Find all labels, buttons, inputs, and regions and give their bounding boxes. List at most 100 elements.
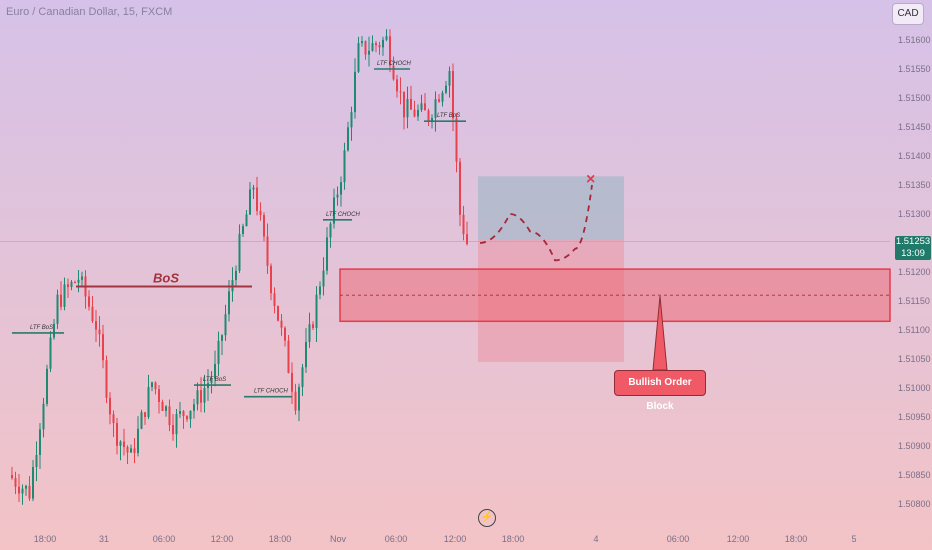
order-block-zone: [339, 268, 891, 323]
candle-body: [182, 411, 185, 417]
y-tick-label: 1.51300: [898, 209, 931, 219]
projection-path: ×: [479, 171, 595, 262]
candle-body: [420, 103, 423, 110]
candle-body: [364, 41, 367, 55]
currency-button[interactable]: CAD: [892, 3, 924, 25]
ltf-bos-mid-label: LTF BoS: [203, 377, 226, 383]
candle-body: [46, 368, 48, 404]
ltf-bos-left-label: LTF BoS: [30, 325, 53, 331]
y-tick-label: 1.50800: [898, 499, 931, 509]
candle-body: [462, 214, 465, 235]
zones: [339, 176, 891, 371]
candle-body: [259, 210, 262, 215]
y-tick-label: 1.50850: [898, 470, 931, 480]
candle-body: [217, 340, 220, 364]
candle-body: [319, 286, 321, 295]
candle-body: [252, 187, 255, 190]
candle-body: [112, 414, 115, 424]
candle-body: [417, 109, 419, 117]
candle-body: [165, 406, 167, 411]
candle-body: [147, 387, 150, 418]
y-tick-label: 1.51350: [898, 180, 931, 190]
candle-body: [179, 411, 181, 414]
y-tick-label: 1.51500: [898, 93, 931, 103]
candle-body: [186, 416, 188, 420]
current-price: 1.51253: [895, 236, 931, 247]
candle-body: [189, 410, 192, 420]
candle-body: [301, 367, 304, 387]
x-tick-label: 06:00: [667, 534, 690, 544]
candle-body: [459, 161, 461, 215]
y-tick-label: 1.51200: [898, 267, 931, 277]
candle-body: [56, 294, 59, 324]
candle-body: [88, 296, 90, 307]
candle-body: [466, 234, 468, 244]
candle-body: [371, 43, 374, 51]
candle-body: [63, 284, 66, 307]
ltf-choch-low-label: LTF CHOCH: [254, 389, 288, 395]
y-tick-label: 1.51550: [898, 64, 931, 74]
x-tick-label: 4: [593, 534, 598, 544]
x-tick-label: 12:00: [727, 534, 750, 544]
candle-body: [95, 321, 97, 330]
candle-body: [375, 43, 377, 46]
candle-body: [126, 447, 129, 453]
candle-body: [287, 340, 290, 373]
candle-body: [123, 441, 125, 448]
candle-body: [21, 488, 24, 494]
chart-title: Euro / Canadian Dollar, 15, FXCM: [6, 6, 173, 18]
candle-body: [200, 390, 202, 403]
candle-body: [322, 270, 325, 287]
candle-body: [210, 378, 213, 384]
ltf-choch-top-label: LTF CHOCH: [377, 61, 411, 67]
candle-body: [175, 413, 178, 435]
candle-body: [399, 91, 402, 93]
candle-body: [427, 110, 430, 122]
candle-body: [347, 127, 349, 151]
candle-body: [133, 448, 136, 454]
candle-body: [224, 314, 227, 336]
candle-body: [438, 99, 440, 102]
candle-body: [350, 112, 353, 128]
candle-body: [343, 150, 346, 183]
candle-body: [137, 428, 139, 454]
candle-body: [28, 485, 31, 499]
candle-body: [354, 71, 356, 113]
candle-body: [333, 197, 335, 224]
candle-body: [42, 403, 45, 430]
candle-body: [434, 99, 437, 118]
candle-body: [81, 276, 83, 280]
candle-body: [11, 475, 13, 479]
y-tick-label: 1.51150: [898, 296, 930, 306]
lightning-icon[interactable]: ⚡: [478, 509, 496, 527]
ltf-choch-mid-label: LTF CHOCH: [326, 212, 360, 218]
candles: [11, 29, 468, 505]
candle-body: [158, 389, 160, 402]
candle-body: [455, 118, 458, 162]
x-tick-label: 18:00: [269, 534, 292, 544]
y-tick-label: 1.51000: [898, 383, 931, 393]
candle-body: [221, 335, 223, 341]
candle-body: [172, 425, 174, 435]
y-tick-label: 1.50900: [898, 441, 931, 451]
candle-body: [312, 324, 314, 329]
candle-body: [308, 324, 311, 342]
candle-body: [25, 485, 27, 489]
candle-body: [340, 182, 342, 195]
candle-body: [284, 327, 286, 341]
candle-body: [161, 401, 164, 411]
current-price-tag: 1.51253 13:09: [895, 236, 931, 260]
candle-body: [18, 486, 20, 494]
candle-body: [91, 306, 94, 322]
candle-body: [77, 279, 80, 283]
candle-body: [431, 117, 433, 122]
candle-body: [385, 36, 388, 40]
target-box: [478, 176, 624, 241]
candle-body: [74, 281, 76, 283]
candle-body: [389, 36, 391, 66]
y-tick-label: 1.51050: [898, 354, 931, 364]
candle-body: [263, 214, 265, 237]
candle-body: [305, 341, 307, 368]
